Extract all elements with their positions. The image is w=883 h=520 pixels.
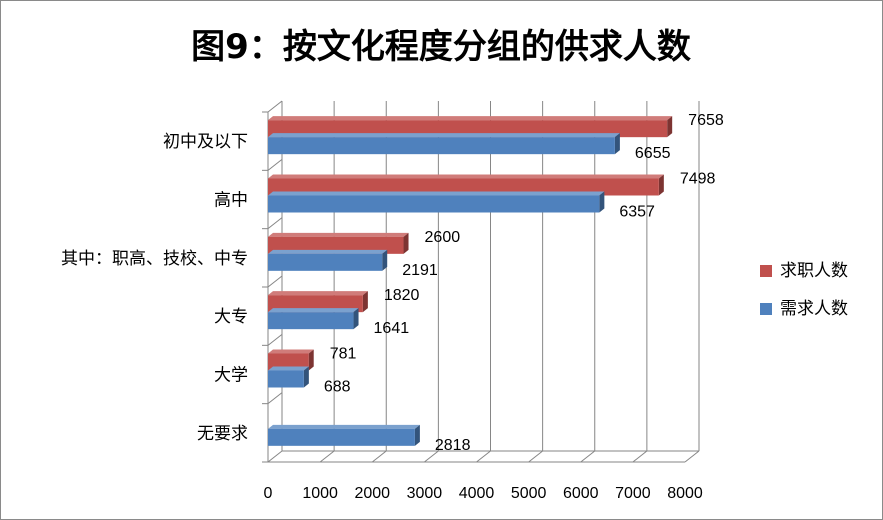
gridline-floor: [267, 450, 283, 463]
x-tick-label: 0: [264, 485, 273, 502]
bar: [268, 366, 309, 388]
bar: [268, 174, 664, 196]
data-label: 781: [330, 346, 357, 363]
bar-front: [268, 312, 354, 330]
y-separator: [267, 158, 283, 171]
bar-front: [268, 428, 415, 446]
category-label: 大学: [214, 366, 248, 386]
bar-front: [268, 236, 404, 254]
bar-side: [667, 116, 673, 138]
bar-side: [403, 232, 409, 254]
gridline-floor: [476, 450, 491, 463]
data-labels: 7658 6655 7498 6357 2600 2191 1820 1641 781 688 28…: [324, 112, 724, 454]
bar-side: [382, 249, 388, 271]
x-tick-label: 1000: [302, 485, 338, 502]
data-label: 2818: [435, 437, 471, 454]
bar-side: [303, 366, 309, 388]
category-label: 初中及以下: [163, 132, 248, 152]
data-label: 2191: [402, 262, 438, 279]
x-tick-label: 8000: [667, 485, 703, 502]
data-label: 6655: [635, 145, 671, 162]
x-tick-label: 2000: [354, 485, 390, 502]
axes: 0 1000 2000 3000 4000 5000 6000 7000 8000 初中及以下高中…: [61, 100, 703, 502]
bar-side: [658, 174, 664, 196]
bar-side: [599, 191, 605, 213]
gridline-floor: [528, 450, 543, 463]
bar: [268, 232, 409, 254]
bar: [268, 116, 673, 138]
data-label: 7498: [680, 171, 716, 188]
bar-top: [268, 249, 388, 254]
bar-front: [268, 295, 363, 313]
x-tick-label: 7000: [615, 485, 651, 502]
bar-top: [268, 174, 664, 179]
legend-swatch: [760, 265, 772, 277]
bar: [268, 424, 420, 446]
bar-front: [268, 137, 615, 155]
bar-top: [268, 424, 420, 429]
bar-front: [268, 120, 668, 138]
x-tick-label: 6000: [563, 485, 599, 502]
bar: [268, 291, 368, 313]
bar-front: [268, 253, 383, 271]
bar: [268, 249, 388, 271]
category-label: 无要求: [197, 424, 248, 444]
bar-top: [268, 232, 409, 237]
bar-side: [614, 133, 620, 155]
bar-top: [268, 308, 359, 313]
x-tick-label: 4000: [459, 485, 495, 502]
legend-label: 需求人数: [780, 299, 848, 319]
bars: [268, 116, 673, 446]
y-separator: [267, 275, 283, 288]
bar-front: [268, 370, 304, 388]
y-separator: [267, 333, 283, 346]
bar-side: [414, 424, 420, 446]
data-label: 6357: [619, 204, 655, 221]
bar: [268, 308, 359, 330]
data-label: 7658: [688, 112, 724, 129]
data-label: 2600: [425, 229, 461, 246]
bar-side: [353, 308, 359, 330]
bar-front: [268, 178, 659, 196]
data-label: 1820: [384, 287, 420, 304]
bar: [268, 133, 620, 155]
data-label: 688: [324, 379, 351, 396]
bar-front: [268, 195, 600, 213]
bar-top: [268, 116, 673, 121]
bar-front: [268, 353, 309, 371]
category-label: 高中: [214, 191, 248, 211]
category-label: 大专: [214, 307, 248, 327]
bar-top: [268, 366, 309, 371]
x-tick-label: 3000: [407, 485, 443, 502]
gridline-floor: [319, 450, 335, 463]
bar: [268, 191, 605, 213]
gridline-floor: [632, 450, 648, 463]
bar: [268, 349, 314, 371]
bar-top: [268, 349, 314, 354]
bar-top: [268, 191, 605, 196]
gridline-floor: [580, 450, 596, 463]
gridline-floor: [424, 450, 439, 463]
y-separator: [267, 217, 283, 230]
bar-side: [362, 291, 368, 313]
bar-top: [268, 291, 368, 296]
legend-label: 求职人数: [780, 261, 848, 281]
bar-side: [308, 349, 314, 371]
category-label: 其中：职高、技校、中专: [61, 249, 248, 269]
top-edge-line: [267, 100, 283, 113]
data-label: 1641: [374, 320, 410, 337]
legend-swatch: [760, 303, 772, 315]
x-tick-label: 5000: [511, 485, 547, 502]
gridline-floor: [684, 450, 700, 463]
chart-title: 图9：按文化程度分组的供求人数: [191, 27, 691, 67]
y-separator: [267, 392, 283, 405]
gridline-floor: [371, 450, 387, 463]
bar-top: [268, 133, 620, 138]
